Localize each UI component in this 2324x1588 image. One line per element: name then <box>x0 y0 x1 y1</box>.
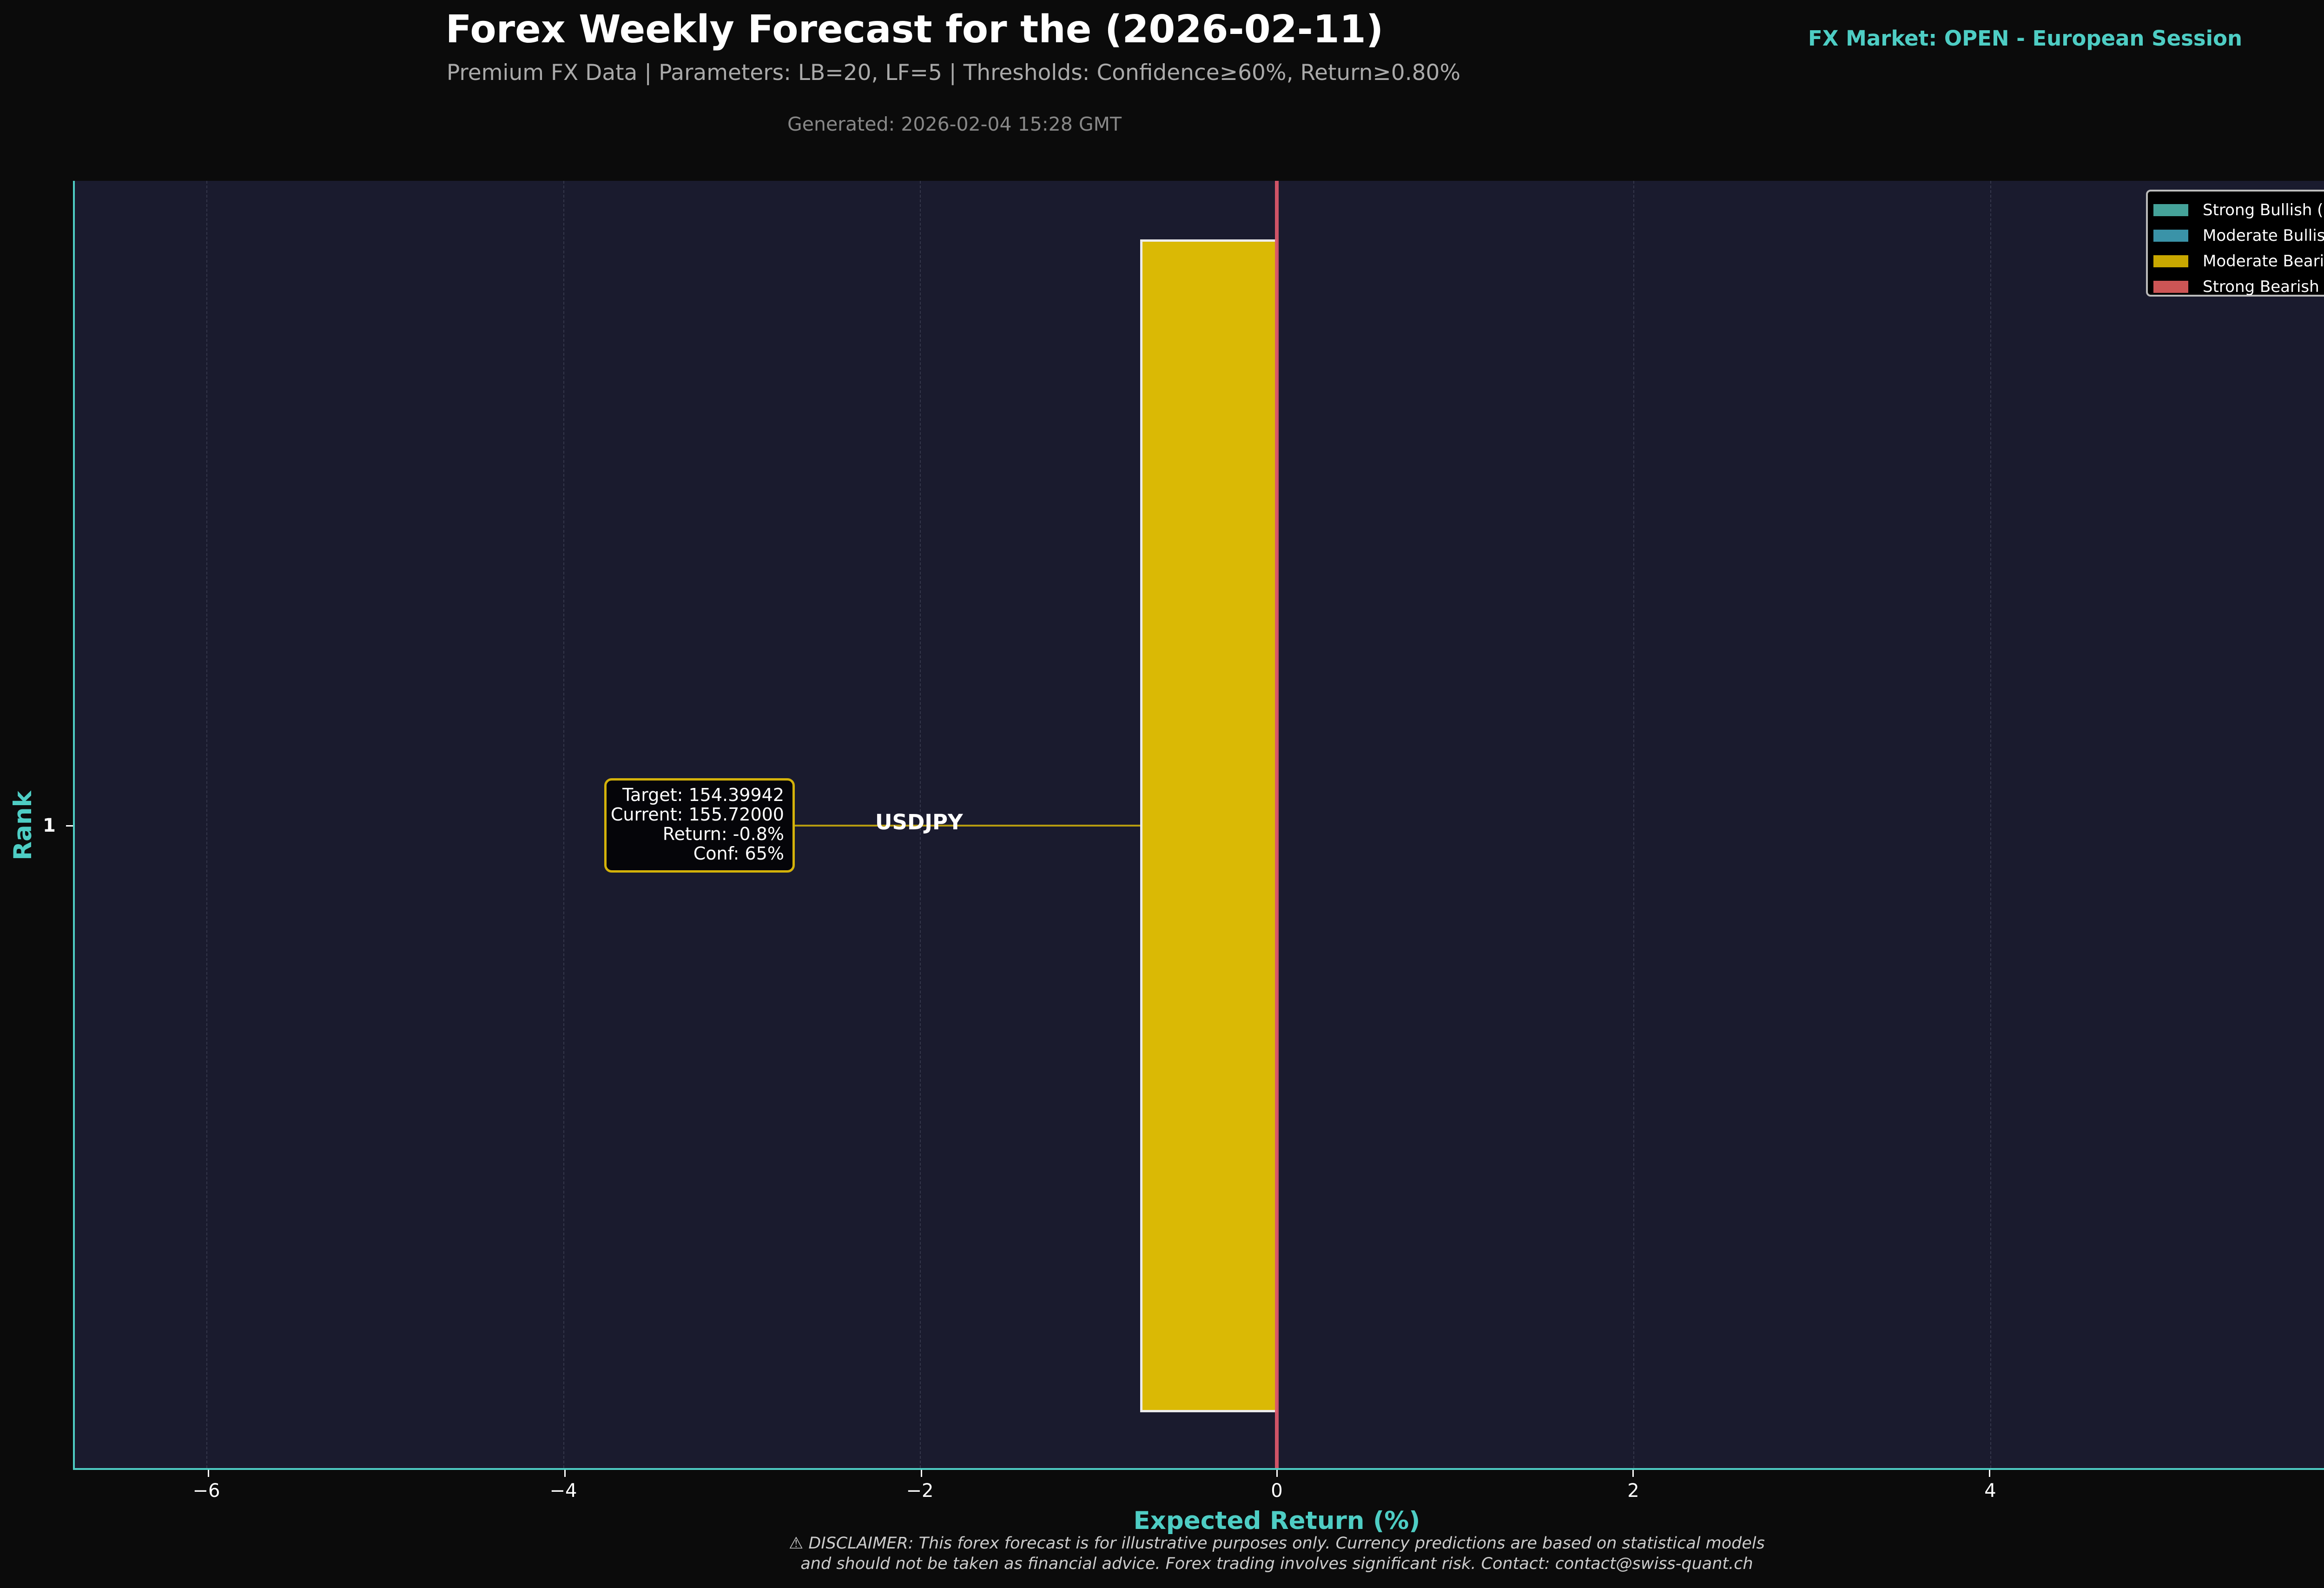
legend-swatch <box>2153 204 2188 216</box>
y-tick-label: 1 <box>43 815 56 836</box>
legend-swatch <box>2153 229 2188 242</box>
gridline <box>920 181 921 1468</box>
disclaimer: ⚠ DISCLAIMER: This forex forecast is for… <box>0 1533 2324 1574</box>
x-tick-label: 4 <box>1984 1480 1996 1502</box>
annotation-target: Target: 154.39942 <box>622 785 784 805</box>
zero-reference-line <box>1275 181 1279 1468</box>
generated-timestamp: Generated: 2026-02-04 15:28 GMT <box>787 113 1122 135</box>
x-tick-label: −4 <box>549 1480 577 1502</box>
x-axis-label: Expected Return (%) <box>1133 1507 1420 1535</box>
disclaimer-line-1: ⚠ DISCLAIMER: This forex forecast is for… <box>789 1534 1765 1553</box>
gridline <box>563 181 564 1468</box>
bar-usdjpy[interactable] <box>1140 239 1277 1412</box>
x-tick-mark <box>564 1470 566 1477</box>
x-tick-mark <box>208 1470 209 1477</box>
chart-title: Forex Weekly Forecast for the (2026-02-1… <box>445 7 1384 52</box>
x-tick-mark <box>1632 1470 1634 1477</box>
gridline <box>1990 181 1991 1468</box>
chart-subtitle: Premium FX Data | Parameters: LB=20, LF=… <box>446 60 1461 86</box>
annotation-connector <box>795 825 1140 827</box>
annotation-return: Return: -0.8% <box>662 824 784 844</box>
annotation-confidence: Conf: 65% <box>693 843 784 864</box>
legend-swatch <box>2153 280 2188 293</box>
legend-item-moderate-bullish: Moderate Bullish (0-1.5%) <box>2153 223 2324 248</box>
x-tick-mark <box>1276 1470 1278 1477</box>
x-tick-label: 0 <box>1271 1480 1283 1502</box>
legend-item-strong-bullish: Strong Bullish (≥1.5%) <box>2153 197 2324 223</box>
legend-label: Strong Bullish (≥1.5%) <box>2203 200 2324 219</box>
x-tick-mark <box>1989 1470 1990 1477</box>
y-axis-label: Rank <box>9 791 37 860</box>
x-tick-label: 2 <box>1627 1480 1639 1502</box>
x-tick-label: −2 <box>906 1480 934 1502</box>
legend-swatch <box>2153 255 2188 267</box>
annotation-box: Target: 154.39942 Current: 155.72000 Ret… <box>604 778 795 873</box>
legend-item-strong-bearish: Strong Bearish (≤-1.5%) <box>2153 274 2324 299</box>
legend-item-moderate-bearish: Moderate Bearish (0 to -1.5%) <box>2153 248 2324 274</box>
legend-label: Moderate Bullish (0-1.5%) <box>2203 226 2324 245</box>
x-tick-label: −6 <box>192 1480 220 1502</box>
gridline <box>206 181 207 1468</box>
legend: Strong Bullish (≥1.5%) Moderate Bullish … <box>2146 190 2324 297</box>
y-tick-mark <box>66 825 73 827</box>
annotation-current: Current: 155.72000 <box>610 804 784 825</box>
disclaimer-line-2: and should not be taken as financial adv… <box>800 1555 1753 1573</box>
pair-label: USDJPY <box>875 810 963 834</box>
x-tick-mark <box>921 1470 922 1477</box>
x-tick-label: 6 <box>2319 1479 2324 1502</box>
gridline <box>1633 181 1634 1468</box>
legend-label: Moderate Bearish (0 to -1.5%) <box>2203 251 2324 271</box>
legend-label: Strong Bearish (≤-1.5%) <box>2203 277 2324 296</box>
market-status: FX Market: OPEN - European Session <box>1808 26 2243 51</box>
